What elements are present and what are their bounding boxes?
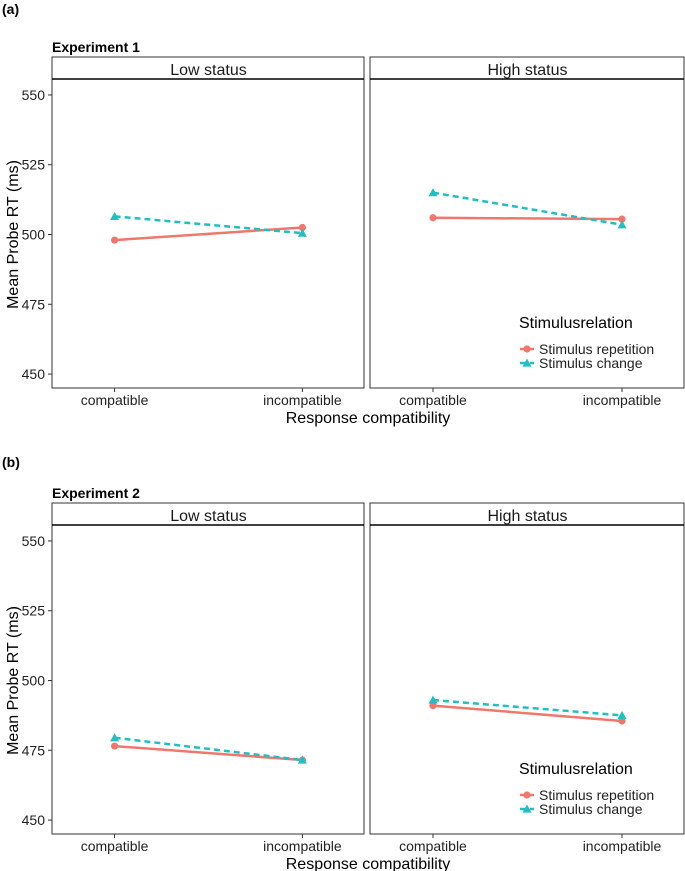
chart-title: Experiment 1 <box>52 39 140 55</box>
y-tick-label: 550 <box>22 533 46 549</box>
series-line-repetition <box>114 226 303 242</box>
y-tick-label: 450 <box>22 366 46 382</box>
y-tick-label: 500 <box>22 673 46 689</box>
data-point-change <box>617 710 627 719</box>
facet-strip-label: High status <box>487 508 567 525</box>
chart-panel-1: (b) Experiment 2 Mean Probe RT (ms) 450 475 5… <box>2 454 685 871</box>
data-point-change <box>110 211 120 220</box>
data-point-repetition <box>111 742 119 750</box>
legend-label-change: Stimulus change <box>539 801 643 817</box>
data-point-repetition <box>298 223 306 232</box>
x-tick-label: incompatible <box>263 392 342 408</box>
x-tick-label: compatible <box>399 392 467 408</box>
legend: Stimulusrelation Stimulus repetitionStimu… <box>519 315 654 371</box>
series-line-repetition <box>432 704 623 723</box>
legend-label-repetition: Stimulus repetition <box>539 341 654 357</box>
facet-1: High status compatible incompatible <box>369 56 685 408</box>
facet-0: Low status compatible incompatible <box>51 502 365 854</box>
facet-frame <box>51 502 365 835</box>
data-point-repetition <box>429 214 437 222</box>
x-tick-label: incompatible <box>263 838 342 854</box>
series-line-change <box>114 215 303 235</box>
facet-strip-label: High status <box>487 62 567 79</box>
x-tick-label: incompatible <box>583 838 662 854</box>
legend-key-marker-change <box>522 358 532 367</box>
data-point-change <box>110 733 120 742</box>
data-point-change <box>297 228 307 237</box>
panel-label: (a) <box>2 1 19 17</box>
chart-panel-0: (a) Experiment 1 Mean Probe RT (ms) 450 475 5… <box>2 1 685 427</box>
legend-key-marker-change <box>522 804 532 813</box>
legend-title: Stimulusrelation <box>519 761 633 778</box>
legend-label-change: Stimulus change <box>539 355 643 371</box>
legend: Stimulusrelation Stimulus repetitionStimu… <box>519 761 654 817</box>
x-tick-label: compatible <box>399 838 467 854</box>
legend-label-repetition: Stimulus repetition <box>539 787 654 803</box>
y-tick-label: 500 <box>22 227 46 243</box>
y-tick-label: 475 <box>22 742 46 758</box>
y-tick-label: 450 <box>22 812 46 828</box>
series-line-repetition <box>114 744 303 762</box>
facet-strip-label: Low status <box>170 508 246 525</box>
y-tick-label: 525 <box>22 157 46 173</box>
data-point-repetition <box>618 215 626 223</box>
facet-strip-label: Low status <box>170 62 246 79</box>
x-tick-label: compatible <box>81 838 149 854</box>
y-tick-label: 525 <box>22 603 46 619</box>
data-point-change <box>428 695 438 704</box>
series-line-change <box>432 698 623 717</box>
legend-title: Stimulusrelation <box>519 315 633 332</box>
y-tick-label: 550 <box>22 87 46 103</box>
y-axis-label: Mean Probe RT (ms) <box>5 606 22 755</box>
chart-title: Experiment 2 <box>52 485 140 501</box>
data-point-repetition <box>111 236 119 244</box>
facet-frame <box>51 56 365 389</box>
legend-key-marker-repetition <box>523 791 531 799</box>
y-axis-label: Mean Probe RT (ms) <box>5 160 22 309</box>
data-point-repetition <box>618 717 626 725</box>
facet-frame <box>369 502 685 835</box>
y-tick-label: 475 <box>22 296 46 312</box>
series-line-repetition <box>432 216 623 221</box>
facet-0: Low status compatible incompatible <box>51 56 365 408</box>
data-point-change <box>428 188 438 197</box>
x-tick-label: compatible <box>81 392 149 408</box>
data-point-change <box>297 755 307 764</box>
legend-key-marker-repetition <box>523 345 531 353</box>
facet-1: High status compatible incompatible <box>369 502 685 854</box>
facet-frame <box>369 56 685 389</box>
panel-label: (b) <box>2 454 20 470</box>
data-point-repetition <box>429 702 437 710</box>
x-axis-label: Response compatibility <box>286 410 451 427</box>
x-tick-label: incompatible <box>583 392 662 408</box>
x-axis-label: Response compatibility <box>286 856 451 871</box>
data-point-change <box>617 220 627 229</box>
series-line-change <box>432 191 623 226</box>
series-line-change <box>114 736 303 762</box>
